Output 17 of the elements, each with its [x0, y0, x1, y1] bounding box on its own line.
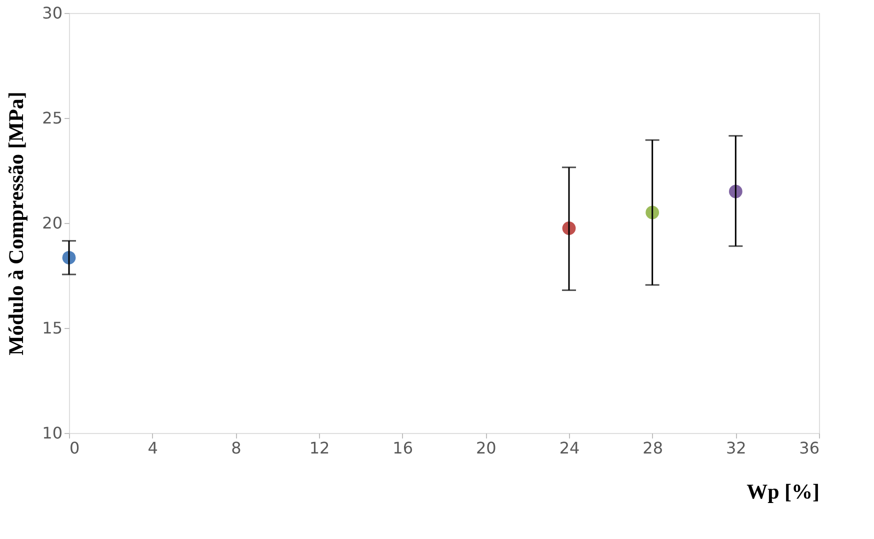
x-tick-label: 8: [231, 438, 242, 458]
y-tick-label: 30: [42, 4, 62, 22]
x-tick-label: 24: [559, 438, 580, 458]
x-tick-label: 16: [392, 438, 414, 458]
x-tick-label: 20: [476, 438, 496, 458]
y-tick-label: 20: [42, 214, 62, 232]
y-tick-label: 10: [42, 424, 62, 442]
x-tick-label: 36: [799, 438, 820, 458]
x-tick-label: 32: [726, 438, 746, 458]
x-tick-label: 12: [309, 438, 330, 458]
x-tick-label: 28: [642, 438, 664, 458]
x-axis-title: Wp [%]: [746, 480, 820, 504]
y-axis-title: Módulo à Compressão [MPa]: [4, 92, 28, 356]
y-tick-label: 25: [42, 108, 62, 128]
x-tick-label: 4: [148, 438, 158, 458]
y-tick-label: 15: [42, 318, 62, 338]
x-tick-label: 0: [70, 438, 80, 458]
